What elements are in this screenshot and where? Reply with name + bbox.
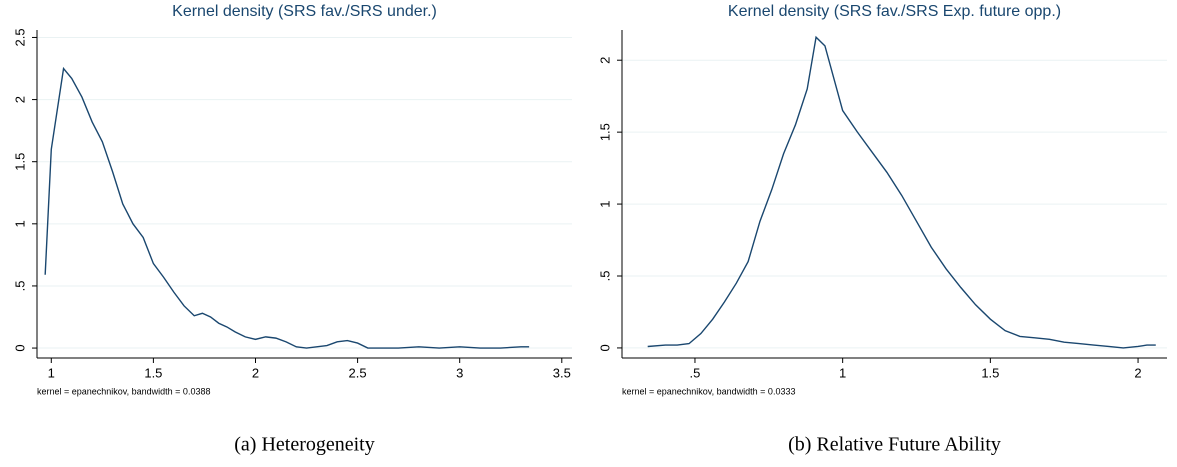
density-line	[44, 66, 530, 349]
y-tick-label: 1.5	[597, 123, 612, 141]
x-tick-label: 1.5	[981, 365, 999, 380]
note: kernel = epanechnikov, bandwidth = 0.033…	[622, 386, 795, 396]
y-tick-label: 0	[597, 344, 612, 351]
caption: (a) Heterogeneity	[234, 434, 374, 456]
y-tick-label: 0	[12, 344, 27, 351]
x-tick-label: 3	[456, 365, 463, 380]
x-tick-label: 1	[839, 365, 846, 380]
y-tick-label: 1.5	[12, 153, 27, 171]
x-tick-label: 2.5	[349, 365, 367, 380]
x-tick-label: 1.5	[144, 365, 162, 380]
x-tick-label: 2	[252, 365, 259, 380]
y-tick-label: 1	[12, 220, 27, 227]
y-tick-label: 2.5	[12, 28, 27, 46]
note: kernel = epanechnikov, bandwidth = 0.038…	[37, 386, 210, 396]
y-tick-label: .5	[597, 271, 612, 282]
y-tick-label: 2	[597, 57, 612, 64]
y-tick-label: 1	[597, 200, 612, 207]
caption: (b) Relative Future Ability	[788, 434, 1001, 456]
chart-title: Kernel density (SRS fav./SRS under.)	[172, 3, 437, 20]
chart-title: Kernel density (SRS fav./SRS Exp. future…	[728, 3, 1061, 20]
density-line	[647, 35, 1156, 349]
x-tick-label: 2	[1134, 365, 1141, 380]
y-tick-label: .5	[12, 281, 27, 292]
x-tick-label: 3.5	[553, 365, 571, 380]
x-tick-label: .5	[690, 365, 701, 380]
x-tick-label: 1	[48, 365, 55, 380]
y-tick-label: 2	[12, 96, 27, 103]
